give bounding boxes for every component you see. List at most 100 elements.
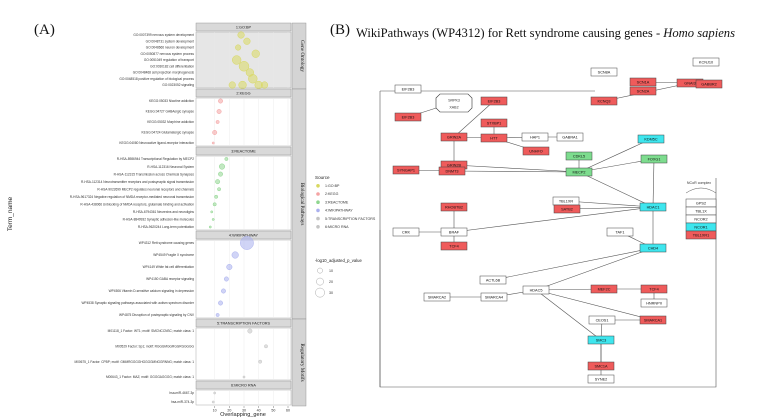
term-label: GO:0048518 positive regulation of biolog… — [119, 77, 194, 81]
legend-size-swatch — [316, 277, 324, 286]
data-point — [211, 218, 215, 221]
edge — [492, 247, 654, 281]
gene-label: SMARCA1 — [644, 318, 662, 322]
data-point — [210, 210, 214, 214]
data-point — [235, 44, 242, 51]
facet-title: 5:TRANSCRIPTION FACTORS — [217, 322, 271, 326]
group-label: Gene Ontology — [299, 40, 305, 72]
edge — [451, 170, 580, 173]
group-strip — [291, 318, 307, 407]
gene-node — [440, 241, 468, 251]
complex-member-label: TBL1XR1 — [693, 233, 709, 237]
gene-node — [440, 132, 468, 142]
term-label: R-HSA-8986944 Transcriptional Regulation… — [117, 157, 194, 161]
term-label: KEGG:04727 GABAergic synapse — [146, 110, 195, 114]
term-label: GO:0007399 nervous system development — [133, 33, 194, 37]
term-label: KEGG:05032 Morphine addiction — [147, 120, 194, 124]
term-label: WP4150 GABA receptor signaling — [146, 277, 194, 281]
gene-node — [629, 77, 657, 87]
term-label: M00675_1 Factor: CPBP; motif: GMMRGGGGHG… — [74, 360, 194, 364]
gene-label: KDM5C — [644, 137, 658, 141]
data-point — [218, 171, 223, 177]
edge — [535, 247, 654, 291]
gene-label: SYNE2 — [595, 377, 607, 381]
gene-label: KCNJ10 — [699, 60, 713, 64]
data-point — [211, 141, 215, 145]
data-point — [212, 202, 217, 207]
term-label: M00643_1 Factor: MAZ; motif: GGGGAGGGG; … — [106, 375, 194, 379]
legend-item: 4:WIKIPATHWAY — [325, 209, 353, 213]
legend-swatch — [316, 192, 320, 196]
gene-label: HNRNPII — [646, 301, 662, 305]
gene-label: GABBR2 — [701, 82, 716, 86]
gene-node — [480, 133, 508, 143]
gene-label: GRIN2B — [447, 163, 462, 167]
data-point — [218, 300, 223, 306]
legend-size-label: 10 — [329, 269, 333, 273]
gene-label: SMARCA4 — [485, 295, 503, 299]
gene-node — [692, 57, 720, 67]
gene-node — [479, 275, 507, 285]
facet-strip — [195, 318, 292, 328]
term-label: KEGG:04080 Neuroactive ligand-receptor i… — [119, 141, 194, 145]
data-point — [211, 400, 215, 404]
term-label: GO:0048468 cell projection morphogenesis — [133, 71, 195, 75]
gene-node — [565, 151, 593, 161]
complex-label: XAB2 — [449, 106, 458, 110]
gene-node — [587, 374, 615, 384]
legend-size-label: 20 — [329, 280, 333, 284]
x-tick-label: 60 — [286, 409, 290, 413]
pathway-title-species: Homo sapiens — [663, 26, 735, 40]
x-tick-label: 20 — [227, 409, 231, 413]
edge — [453, 100, 495, 138]
gene-label: KCNQ3 — [597, 99, 610, 103]
gene-label: ACTL6B — [486, 278, 501, 282]
gene-node — [629, 86, 657, 96]
term-label: GO:0050877 nervous system process — [140, 52, 194, 56]
data-point — [217, 187, 221, 192]
data-point — [251, 49, 260, 58]
y-axis-label: Term_name — [7, 196, 14, 231]
gene-label: CDKL5 — [573, 154, 585, 158]
gene-label: UNHFO — [529, 149, 543, 153]
gene-label: SCN2A — [637, 89, 650, 93]
gene-label: SATB2 — [561, 207, 573, 211]
gene-label: DNMT3 — [445, 169, 458, 173]
term-label: WP4538 Synaptic signaling pathways assoc… — [81, 301, 194, 305]
gene-label: STXBP1 — [487, 121, 502, 125]
data-point — [243, 37, 251, 45]
panel-a-label: (A) — [34, 22, 55, 38]
data-point — [215, 313, 220, 317]
facet-panel — [195, 389, 292, 406]
complex-bracket — [685, 187, 717, 194]
legend-item: 3:REACTOME — [325, 200, 349, 204]
term-label: hsa-miR-374-3p — [171, 400, 194, 404]
data-point — [208, 225, 212, 229]
term-label: KEGG:05033 Nicotine addiction — [149, 99, 194, 103]
x-tick-label: 30 — [242, 409, 246, 413]
facet-panel — [195, 327, 292, 381]
gene-node — [553, 204, 581, 214]
facet-title: 3:REACTOME — [231, 150, 256, 154]
term-label: R-HSA-112314 Neurotransmitter receptors … — [81, 180, 194, 184]
data-point — [216, 109, 222, 114]
gene-node — [480, 292, 508, 302]
gene-node — [587, 335, 615, 345]
data-point — [218, 98, 223, 104]
gene-label: EIF2B3 — [402, 87, 415, 91]
gene-node — [522, 285, 550, 295]
facet-title: 6:MICRO RNA — [231, 384, 256, 388]
gene-node — [640, 298, 668, 308]
legend-swatch — [316, 216, 320, 221]
facet-strip — [195, 380, 292, 390]
gene-label: SMC1A — [594, 364, 608, 368]
term-label: WP4875 Disruption of postsynaptic signal… — [119, 313, 195, 317]
edge — [578, 171, 654, 208]
data-point — [248, 74, 258, 84]
term-label: M00529 Factor: Sp1; motif: RGGGMGGRGGRGG… — [115, 345, 194, 349]
gene-label: SMARCA2 — [428, 295, 446, 299]
edge — [578, 138, 652, 173]
facet-panel — [195, 155, 292, 231]
facet-title: 2:KEGG — [236, 92, 250, 96]
term-label: GO:0030182 cell differentiation — [150, 64, 194, 68]
